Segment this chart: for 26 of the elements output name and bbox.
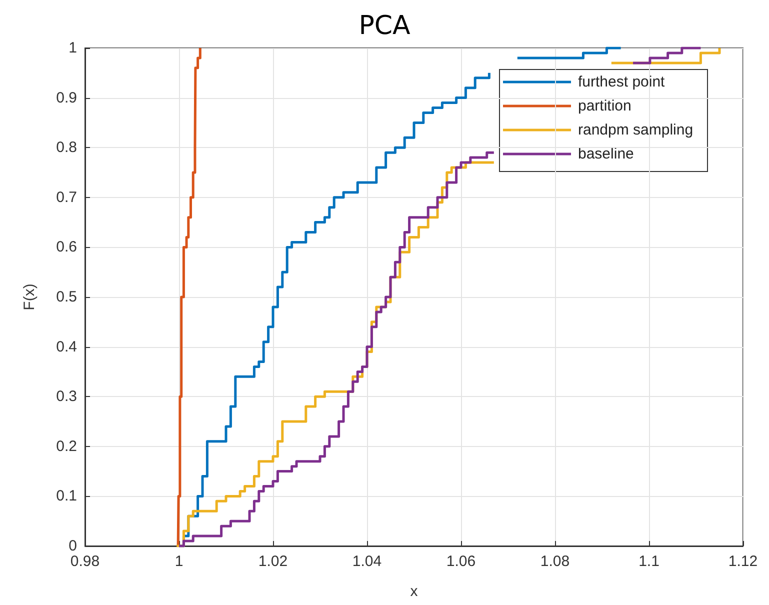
y-tick-label: 0.9 (56, 89, 77, 106)
x-tick-label: 1.06 (446, 553, 476, 570)
legend-label: randpm sampling (578, 122, 694, 138)
y-tick-label: 0.8 (56, 139, 77, 156)
y-tick-label: 0.1 (56, 488, 77, 505)
legend-label: furthest point (578, 74, 666, 90)
y-axis-title: F(x) (21, 284, 38, 310)
y-tick-label: 0.7 (56, 188, 77, 206)
y-tick-label: 0.3 (56, 388, 77, 406)
series-label: baseline (578, 146, 634, 162)
y-tick-label: 0 (68, 538, 77, 554)
x-tick-label: 1.04 (352, 553, 382, 570)
chart-title: PCA (358, 11, 411, 41)
x-tick-label: 1.02 (258, 553, 288, 570)
x-axis-title: x (410, 583, 418, 600)
y-tick-label: 0.4 (56, 338, 77, 356)
y-tick-label: 0.2 (56, 438, 77, 455)
x-tick-label: 1.1 (638, 553, 660, 570)
x-tick-label: 0.98 (70, 553, 100, 570)
y-tick-label: 1 (68, 40, 77, 56)
x-tick-label: 1 (174, 553, 184, 570)
y-tick-label: 0.6 (56, 238, 77, 256)
x-tick-label: 1.12 (728, 553, 758, 570)
y-tick-label: 0.5 (56, 288, 77, 306)
legend-label: partition (578, 98, 632, 114)
x-tick-label: 1.08 (540, 553, 570, 570)
